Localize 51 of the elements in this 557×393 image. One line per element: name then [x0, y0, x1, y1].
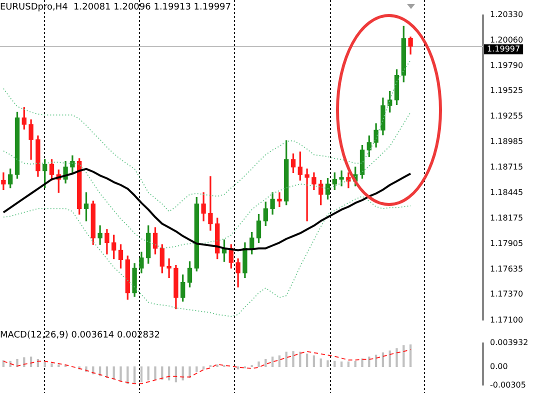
bar [140, 366, 143, 382]
y-tick-label: 1.18175 [490, 214, 524, 223]
ref-line-label: 1.19997 [487, 44, 520, 54]
y-tick-label: 1.17905 [490, 239, 524, 248]
y-tick-label: 1.19790 [490, 60, 524, 70]
chart-title: MACD(12,26,9) 0.003614 0.002832 [0, 330, 160, 341]
bar [147, 366, 150, 380]
bar [354, 360, 356, 368]
bar [326, 360, 329, 368]
y-tick-label: 1.20060 [490, 35, 524, 44]
bar [154, 366, 156, 380]
y-tick-label: 1.18715 [490, 162, 524, 172]
y-tick-label: 1.17100 [490, 315, 524, 324]
y-tick-label: 1.20330 [490, 10, 524, 19]
y-tick-label: 0.003932 [490, 338, 528, 347]
bar [264, 359, 267, 368]
bar [312, 355, 316, 368]
bar [278, 355, 281, 368]
chart-title: EURUSDpro,H4 1.20081 1.20096 1.19913 1.19997 [0, 2, 232, 13]
y-tick-label: -0.00305 [490, 380, 526, 390]
y-tick-label: 1.18445 [490, 188, 524, 198]
bar [120, 366, 122, 382]
line-series [2, 348, 412, 384]
bar [216, 364, 218, 368]
y-tick-label: 1.18985 [490, 137, 524, 146]
y-tick-label: 1.17370 [490, 290, 524, 299]
bar [16, 359, 18, 368]
bar [58, 364, 60, 368]
y-tick-label: 1.19255 [490, 112, 524, 121]
bar [402, 345, 405, 368]
bar [396, 348, 398, 368]
bar [347, 361, 350, 368]
line-series [2, 196, 412, 317]
bar [133, 366, 136, 384]
y-tick-label: 1.19525 [490, 86, 524, 95]
bar [292, 351, 294, 368]
bar [340, 361, 343, 368]
bar [258, 361, 260, 368]
bar [50, 363, 53, 368]
bar [334, 360, 336, 368]
y-tick-label: 0.00 [490, 362, 508, 371]
bar [271, 356, 274, 368]
line-series [2, 60, 412, 212]
bar [409, 344, 412, 368]
bar [306, 354, 308, 368]
bar [188, 366, 191, 378]
bar [361, 358, 364, 368]
bar [196, 366, 198, 372]
bar [320, 358, 322, 368]
y-tick-label: 1.17635 [490, 264, 524, 274]
bar [368, 356, 370, 368]
